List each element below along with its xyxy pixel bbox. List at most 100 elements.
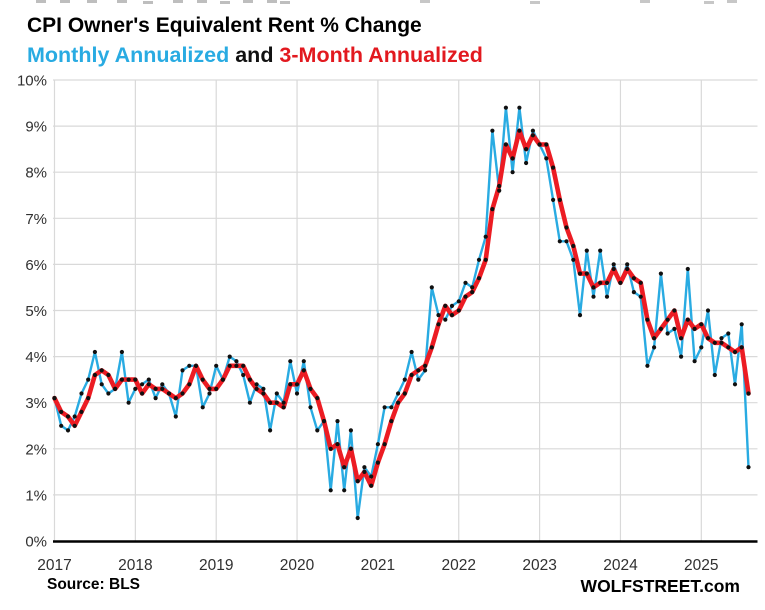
data-point <box>294 391 300 396</box>
data-point <box>510 156 515 161</box>
data-point <box>160 386 165 391</box>
data-point <box>126 400 131 405</box>
data-point <box>564 239 569 244</box>
data-point <box>483 234 488 239</box>
x-axis-labels: 2017 2018 2019 2020 2021 2022 2023 2024 2025 <box>37 557 718 574</box>
data-point <box>382 405 387 410</box>
data-point <box>308 386 313 391</box>
data-point <box>140 382 145 387</box>
data-point <box>598 248 603 253</box>
legend-connector: and <box>229 43 280 67</box>
data-point <box>739 345 744 350</box>
x-tick-label: 2019 <box>199 557 233 574</box>
branding-wolfstreet: WOLFSTREET.com <box>580 576 740 596</box>
data-point <box>564 225 569 230</box>
data-point <box>645 317 650 322</box>
data-point <box>436 313 441 318</box>
y-gridlines <box>53 79 758 496</box>
data-point <box>72 414 77 419</box>
data-point <box>476 257 482 262</box>
data-point <box>241 363 246 368</box>
data-point <box>551 197 556 202</box>
data-point <box>449 303 455 308</box>
data-point <box>214 363 219 368</box>
data-point <box>180 368 185 373</box>
data-point <box>261 386 266 391</box>
data-point <box>423 368 428 373</box>
data-point <box>335 419 340 424</box>
data-point <box>658 326 664 331</box>
monthly-annualized-line <box>53 106 750 520</box>
x-tick-label: 2021 <box>361 557 395 574</box>
data-point <box>658 271 664 276</box>
data-point <box>348 446 353 451</box>
data-point <box>99 368 104 373</box>
data-point <box>497 183 502 189</box>
data-point <box>456 299 461 304</box>
data-point <box>79 391 84 396</box>
data-point <box>166 391 172 396</box>
data-point <box>470 290 475 295</box>
data-point <box>524 147 529 152</box>
data-point <box>301 359 306 364</box>
data-point <box>631 276 637 281</box>
data-point <box>160 382 165 387</box>
data-point <box>52 396 57 401</box>
data-point <box>631 290 637 295</box>
data-point <box>638 280 643 285</box>
data-point <box>301 368 306 373</box>
data-point <box>402 391 407 396</box>
data-point <box>375 442 380 447</box>
x-tick-label: 2020 <box>280 557 315 574</box>
data-point <box>113 386 118 391</box>
x-tick-label: 2018 <box>118 557 152 574</box>
data-point <box>429 345 434 350</box>
legend-three-month-annualized: 3-Month Annualized <box>279 43 483 67</box>
data-point <box>133 377 138 382</box>
data-point <box>598 280 603 285</box>
data-point <box>315 428 320 433</box>
data-point <box>719 336 724 341</box>
data-point <box>409 372 414 378</box>
data-point <box>92 372 97 378</box>
data-point <box>557 239 562 244</box>
data-point <box>456 308 461 313</box>
data-point <box>625 262 630 267</box>
data-point <box>571 257 576 262</box>
data-point <box>227 354 232 359</box>
data-point <box>726 345 731 350</box>
data-point <box>443 317 448 322</box>
data-point <box>625 266 630 272</box>
data-point <box>274 391 279 396</box>
y-tick-label: 4% <box>25 349 47 366</box>
data-point <box>726 331 731 336</box>
y-tick-label: 8% <box>25 165 47 182</box>
data-point <box>591 285 596 290</box>
data-point <box>369 483 374 488</box>
data-point <box>497 188 502 193</box>
data-point <box>746 391 751 396</box>
data-point <box>281 405 286 410</box>
data-point <box>746 465 751 470</box>
data-point <box>328 488 333 493</box>
data-point <box>355 515 360 521</box>
data-point <box>584 248 589 253</box>
data-point <box>335 442 340 447</box>
x-tick-label: 2025 <box>684 557 718 574</box>
data-point <box>652 345 657 350</box>
y-axis-labels: 0% 1% 2% 3% 4% 5% 6% 7% 8% 9% 10% <box>17 73 47 551</box>
data-point <box>234 359 239 364</box>
data-point <box>510 170 515 175</box>
data-point <box>396 391 401 396</box>
data-point <box>200 377 205 382</box>
data-point <box>416 368 421 373</box>
data-point <box>241 372 246 378</box>
data-point <box>119 349 124 355</box>
data-point <box>679 336 684 341</box>
data-point <box>530 133 536 138</box>
data-point <box>187 382 192 387</box>
data-point <box>268 400 273 405</box>
y-tick-label: 2% <box>25 441 47 458</box>
data-point <box>268 428 273 433</box>
data-point <box>571 243 576 249</box>
